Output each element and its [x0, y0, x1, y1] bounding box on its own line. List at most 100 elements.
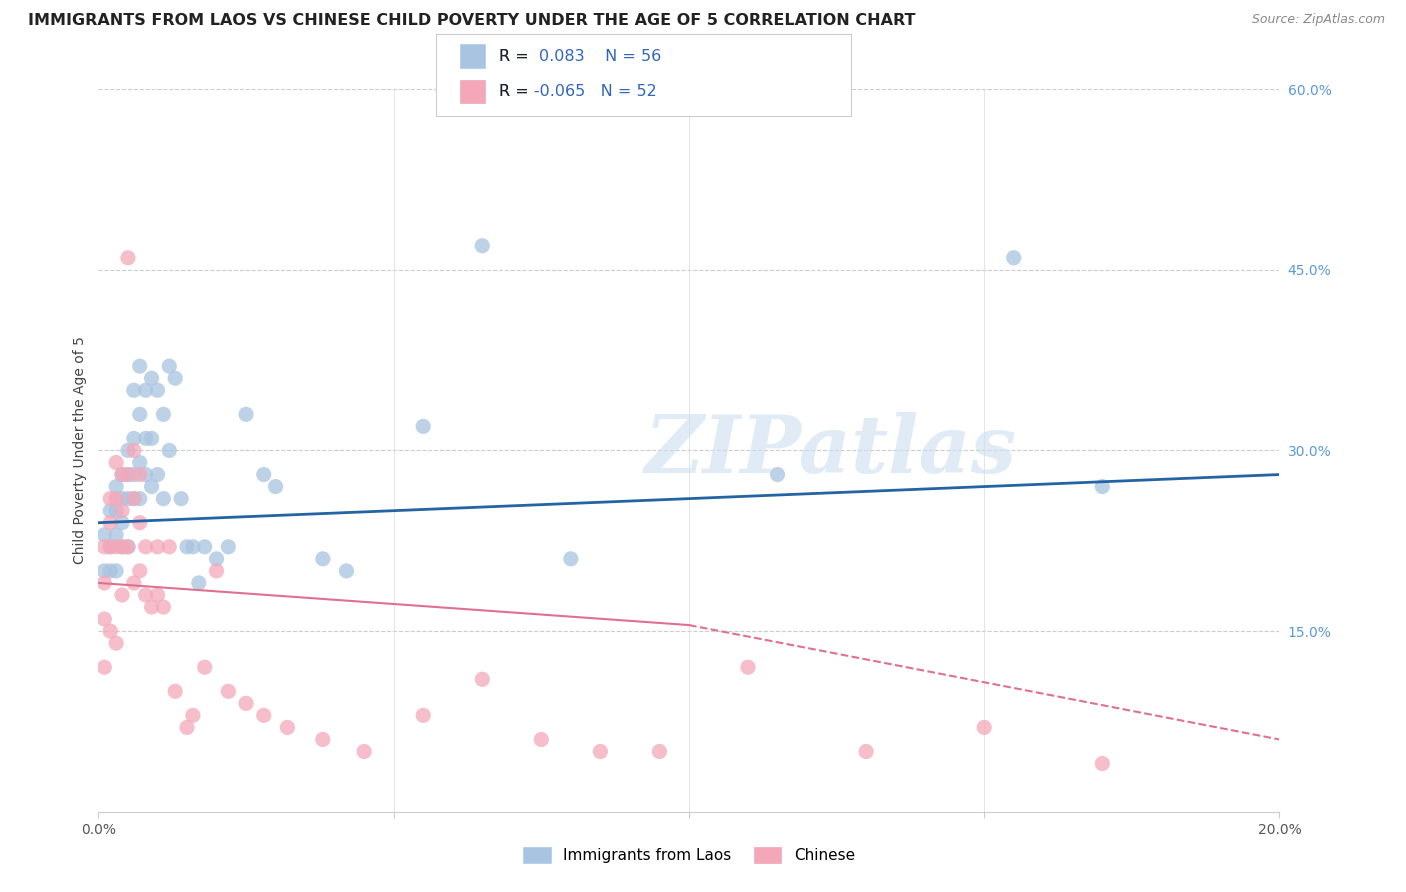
Point	[170, 491, 193, 506]
Point	[176, 721, 198, 735]
Point	[737, 660, 759, 674]
Point	[264, 480, 287, 494]
Point	[93, 660, 115, 674]
Text: Source: ZipAtlas.com: Source: ZipAtlas.com	[1251, 13, 1385, 27]
Point	[560, 551, 582, 566]
Point	[128, 407, 150, 421]
Point	[128, 359, 150, 373]
Text: R =: R =	[499, 48, 529, 63]
Point	[111, 540, 134, 554]
Point	[152, 407, 174, 421]
Point	[93, 612, 115, 626]
Point	[117, 251, 139, 265]
Point	[105, 540, 128, 554]
Point	[146, 540, 169, 554]
Point	[157, 443, 180, 458]
Point	[122, 384, 145, 398]
Point	[105, 503, 128, 517]
Point	[111, 516, 134, 530]
Point	[253, 467, 276, 482]
Point	[217, 684, 239, 698]
Text: R =: R =	[499, 84, 529, 99]
Text: ZIPatlas: ZIPatlas	[644, 412, 1017, 489]
Point	[217, 540, 239, 554]
Point	[146, 467, 169, 482]
Point	[105, 636, 128, 650]
Point	[122, 467, 145, 482]
Point	[98, 624, 121, 639]
Point	[176, 540, 198, 554]
Point	[128, 516, 150, 530]
Point	[194, 660, 217, 674]
Point	[141, 480, 163, 494]
Point	[589, 744, 612, 758]
Point	[471, 238, 494, 253]
Point	[111, 467, 134, 482]
Point	[235, 407, 257, 421]
Point	[157, 540, 180, 554]
Point	[105, 480, 128, 494]
Point	[181, 540, 204, 554]
Point	[117, 540, 139, 554]
Point	[855, 744, 877, 758]
Point	[98, 491, 121, 506]
Point	[98, 516, 121, 530]
Point	[353, 744, 375, 758]
Point	[122, 491, 145, 506]
Point	[135, 384, 157, 398]
Point	[648, 744, 671, 758]
Point	[135, 540, 157, 554]
Point	[1091, 480, 1114, 494]
Point	[105, 564, 128, 578]
Point	[128, 564, 150, 578]
Point	[122, 576, 145, 591]
Point	[117, 540, 139, 554]
Point	[117, 443, 139, 458]
Point	[157, 359, 180, 373]
Point	[105, 491, 128, 506]
Point	[111, 588, 134, 602]
Point	[117, 467, 139, 482]
Point	[205, 551, 228, 566]
Text: R =  0.083    N = 56: R = 0.083 N = 56	[499, 48, 661, 63]
Point	[1002, 251, 1025, 265]
Point	[93, 540, 115, 554]
Point	[181, 708, 204, 723]
Point	[93, 576, 115, 591]
Point	[146, 588, 169, 602]
Point	[335, 564, 357, 578]
Point	[152, 599, 174, 614]
Point	[141, 431, 163, 445]
Point	[122, 431, 145, 445]
Point	[194, 540, 217, 554]
Point	[471, 673, 494, 687]
Point	[187, 576, 209, 591]
Point	[530, 732, 553, 747]
Point	[276, 721, 298, 735]
Point	[973, 721, 995, 735]
Point	[152, 491, 174, 506]
Point	[98, 503, 121, 517]
Point	[135, 588, 157, 602]
Point	[122, 491, 145, 506]
Point	[135, 431, 157, 445]
Point	[93, 527, 115, 541]
Point	[111, 540, 134, 554]
Point	[1091, 756, 1114, 771]
Point	[141, 599, 163, 614]
Text: IMMIGRANTS FROM LAOS VS CHINESE CHILD POVERTY UNDER THE AGE OF 5 CORRELATION CHA: IMMIGRANTS FROM LAOS VS CHINESE CHILD PO…	[28, 13, 915, 29]
Point	[412, 419, 434, 434]
Point	[165, 684, 187, 698]
Y-axis label: Child Poverty Under the Age of 5: Child Poverty Under the Age of 5	[73, 336, 87, 565]
Point	[98, 540, 121, 554]
Point	[141, 371, 163, 385]
Point	[128, 491, 150, 506]
Point	[253, 708, 276, 723]
Point	[122, 443, 145, 458]
Point	[98, 540, 121, 554]
Point	[111, 503, 134, 517]
Point	[128, 467, 150, 482]
Point	[105, 455, 128, 469]
Legend: Immigrants from Laos, Chinese: Immigrants from Laos, Chinese	[517, 841, 860, 869]
Point	[312, 551, 335, 566]
